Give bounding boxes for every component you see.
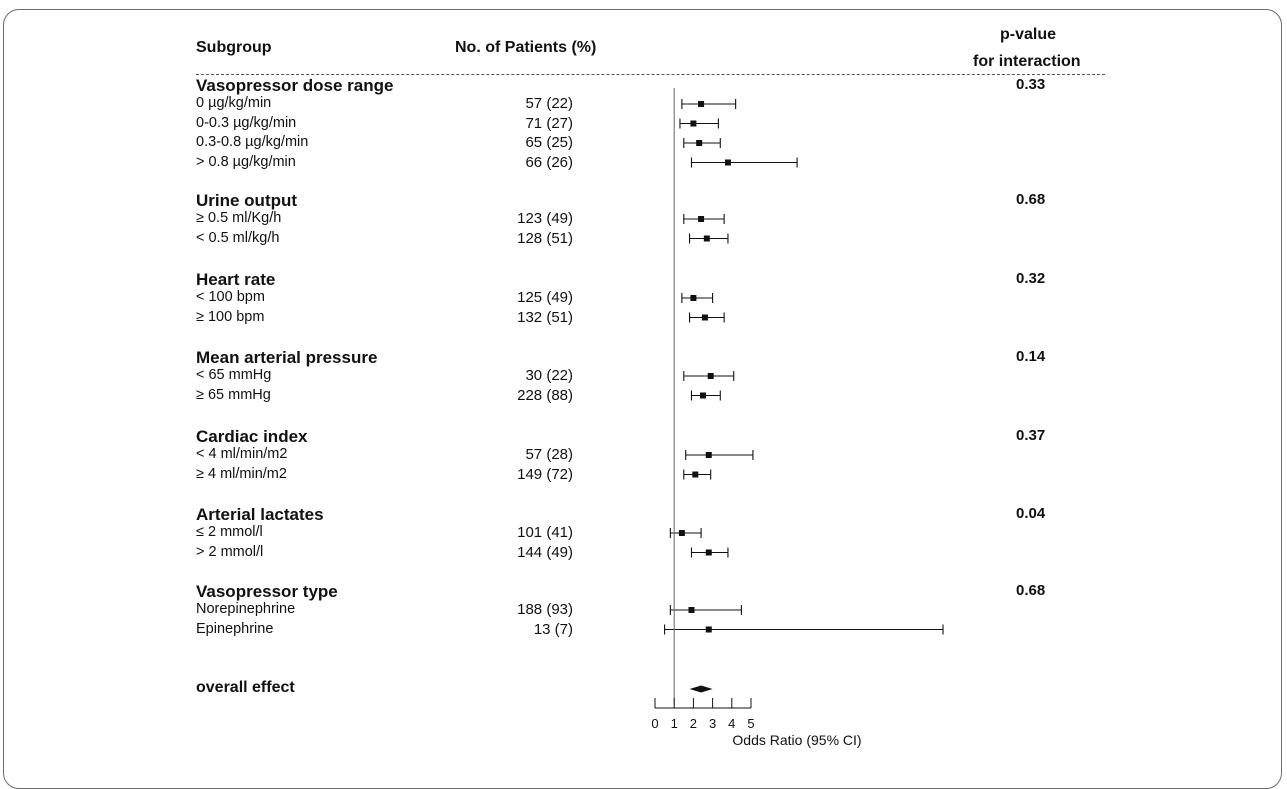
p-value: 0.37 — [1016, 427, 1046, 444]
point-estimate — [690, 295, 697, 301]
row-label: ≥ 0.5 ml/Kg/h — [196, 210, 282, 226]
x-tick-label: 2 — [690, 716, 697, 731]
patient-count: 188 (93) — [517, 601, 573, 618]
row-label: < 0.5 ml/kg/h — [196, 229, 280, 246]
header-pvalue-line2: for interaction — [973, 53, 1081, 70]
patient-count: 228 (88) — [517, 386, 573, 404]
point-estimate — [701, 314, 708, 321]
point-estimate — [698, 216, 705, 222]
x-tick-label: 5 — [747, 716, 754, 731]
patient-count: 66 (26) — [525, 153, 573, 171]
point-estimate — [692, 471, 699, 478]
point-estimate — [724, 159, 731, 166]
row-label: Norepinephrine — [196, 601, 296, 617]
row-label: > 2 mmol/l — [196, 543, 264, 560]
p-value: 0.68 — [1016, 582, 1046, 599]
row-label: < 65 mmHg — [196, 367, 272, 383]
group-label: Vasopressor dose range — [196, 76, 394, 95]
point-estimate — [696, 140, 703, 146]
p-value: 0.32 — [1016, 270, 1046, 287]
patient-count: 13 (7) — [533, 620, 573, 638]
p-value: 0.14 — [1016, 348, 1046, 365]
patient-count: 57 (28) — [525, 446, 573, 463]
patient-count: 101 (41) — [517, 524, 573, 541]
row-label: ≤ 2 mmol/l — [196, 524, 263, 540]
row-label: 0 µg/kg/min — [196, 95, 272, 111]
point-estimate — [705, 452, 712, 458]
header-divider — [196, 74, 1105, 75]
group-label: Arterial lactates — [196, 505, 324, 524]
x-tick-label: 3 — [709, 716, 716, 731]
point-estimate — [698, 101, 705, 107]
point-estimate — [678, 530, 685, 536]
row-label: Epinephrine — [196, 620, 274, 637]
group-label: Mean arterial pressure — [196, 348, 378, 367]
group-label: Cardiac index — [196, 427, 308, 446]
overall-label: overall effect — [196, 679, 295, 696]
x-tick-label: 4 — [728, 716, 735, 731]
x-axis-label: Odds Ratio (95% CI) — [732, 732, 861, 748]
x-tick-label: 0 — [651, 716, 658, 731]
patient-count: 144 (49) — [517, 543, 573, 561]
row-label: < 4 ml/min/m2 — [196, 446, 288, 462]
row-label: < 100 bpm — [196, 289, 265, 305]
patient-count: 65 (25) — [525, 134, 573, 151]
header-pvalue-line1: p-value — [1000, 26, 1057, 43]
patient-count: 57 (22) — [525, 95, 573, 112]
row-label: ≥ 100 bpm — [196, 308, 265, 325]
x-tick-label: 1 — [671, 716, 678, 731]
point-estimate — [700, 392, 706, 399]
row-label: 0.3-0.8 µg/kg/min — [196, 134, 309, 150]
row-label: > 0.8 µg/kg/min — [196, 153, 296, 170]
row-label: ≥ 4 ml/min/m2 — [196, 465, 287, 482]
group-label: Vasopressor type — [196, 582, 338, 601]
overall-diamond — [689, 685, 713, 693]
p-value: 0.33 — [1016, 76, 1046, 93]
row-label: 0-0.3 µg/kg/min — [196, 114, 297, 131]
patient-count: 30 (22) — [525, 367, 573, 384]
group-label: Heart rate — [196, 270, 276, 289]
patient-count: 125 (49) — [517, 289, 573, 306]
patient-count: 149 (72) — [517, 465, 573, 483]
point-estimate — [703, 235, 710, 242]
patient-count: 128 (51) — [517, 229, 573, 247]
point-estimate — [690, 120, 697, 127]
header-patients: No. of Patients (%) — [455, 39, 597, 56]
p-value: 0.68 — [1016, 191, 1046, 208]
point-estimate — [707, 373, 714, 379]
group-label: Urine output — [196, 191, 298, 210]
patient-count: 71 (27) — [525, 114, 573, 132]
patient-count: 132 (51) — [517, 308, 573, 326]
patient-count: 123 (49) — [517, 210, 573, 227]
row-label: ≥ 65 mmHg — [196, 386, 271, 403]
header-subgroup: Subgroup — [196, 39, 272, 56]
point-estimate — [705, 626, 712, 633]
point-estimate — [705, 549, 712, 556]
p-value: 0.04 — [1016, 505, 1046, 522]
point-estimate — [688, 607, 695, 613]
